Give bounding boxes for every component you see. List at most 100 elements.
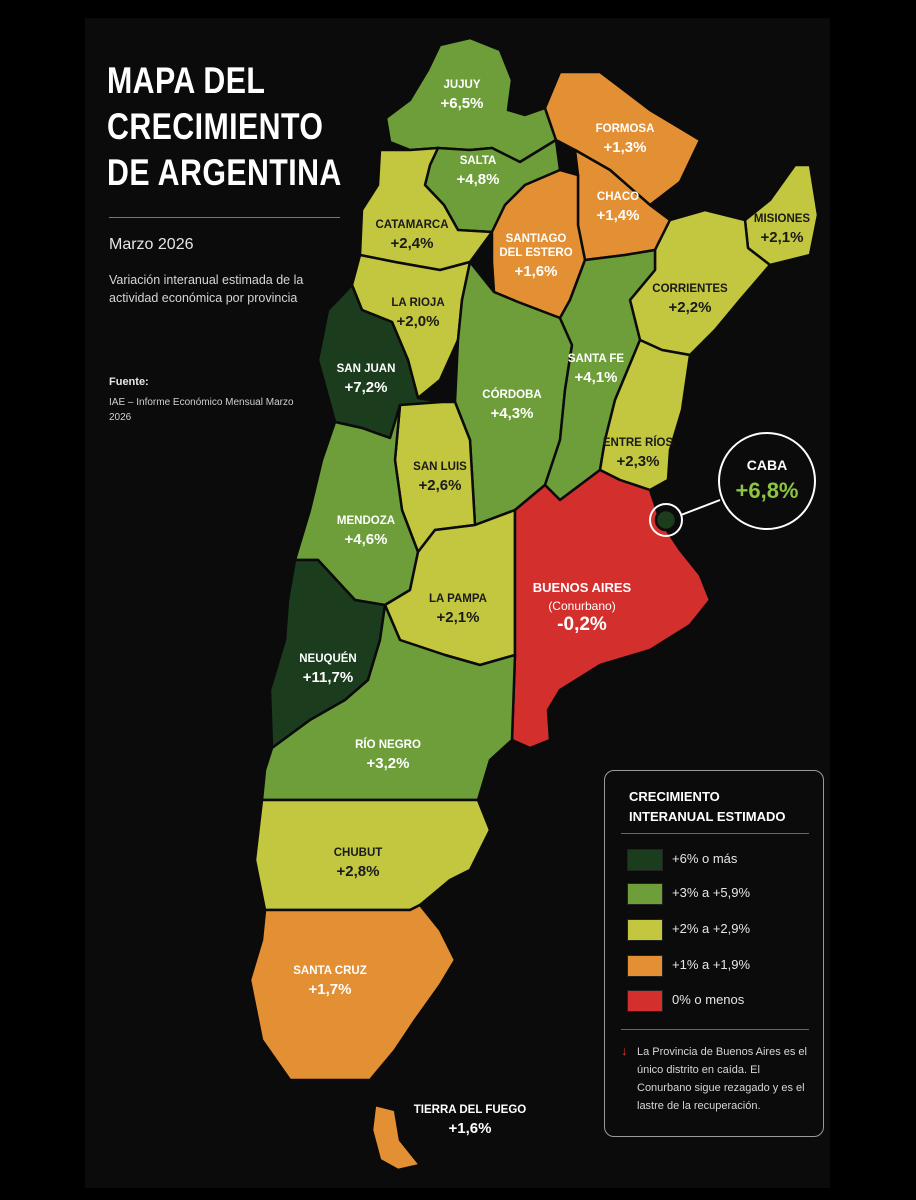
legend-title-line-1: CRECIMIENTO <box>629 789 720 804</box>
province-value: +2,6% <box>419 477 462 494</box>
province-value: +2,4% <box>391 235 434 252</box>
province-value: +1,7% <box>309 981 352 998</box>
legend-label: +6% o más <box>672 851 738 866</box>
province-value: +1,6% <box>449 1120 492 1137</box>
label-lapampa: LA PAMPA +2,1% <box>429 593 487 626</box>
province-value: +6,5% <box>441 95 484 112</box>
province-name: TIERRA DEL FUEGO <box>414 1104 527 1116</box>
province-value: +3,2% <box>367 755 410 772</box>
title-line-2: CRECIMIENTO <box>107 106 324 147</box>
legend-title-line-2: INTERANUAL ESTIMADO <box>629 809 786 824</box>
label-chaco: CHACO +1,4% <box>597 191 640 224</box>
caba-callout: CABA +6,8% <box>649 432 816 537</box>
label-santafe: SANTA FE +4,1% <box>568 353 625 386</box>
province-value: +1,4% <box>597 207 640 224</box>
legend-title: CRECIMIENTO INTERANUAL ESTIMADO <box>629 787 785 827</box>
province-entrerios[interactable] <box>598 338 692 492</box>
province-subtitle: (Conurbano) <box>548 599 615 613</box>
source-label: Fuente: <box>109 376 149 388</box>
province-value: +1,3% <box>604 139 647 156</box>
label-cordoba: CÓRDOBA +4,3% <box>482 388 541 422</box>
caba-value: +6,8% <box>736 478 799 503</box>
province-value: +2,1% <box>761 229 804 246</box>
label-santiago: SANTIAGO DEL ESTERO +1,6% <box>499 233 572 280</box>
province-santacruz[interactable] <box>248 903 457 1082</box>
province-buenosaires[interactable] <box>510 468 712 750</box>
label-misiones: MISIONES +2,1% <box>754 213 811 246</box>
caba-leader-line <box>680 499 721 516</box>
label-salta: SALTA +4,8% <box>457 155 500 188</box>
caba-ring <box>649 503 683 537</box>
title-line-3: DE ARGENTINA <box>107 152 342 193</box>
caba-name: CABA <box>747 457 787 473</box>
province-name: SANTIAGO <box>506 233 567 245</box>
title-divider <box>109 217 340 218</box>
province-name: MISIONES <box>754 213 811 225</box>
province-name: SANTA FE <box>568 353 625 365</box>
province-name: JUJUY <box>443 79 480 91</box>
legend-swatch-green <box>627 883 663 905</box>
label-formosa: FORMOSA +1,3% <box>596 123 655 156</box>
province-tierradelfuego[interactable] <box>370 1103 422 1172</box>
legend-swatch-yellow <box>627 919 663 941</box>
province-name: SAN JUAN <box>337 363 396 375</box>
legend: CRECIMIENTO INTERANUAL ESTIMADO +6% o má… <box>604 770 824 1137</box>
province-name: RÍO NEGRO <box>355 738 421 751</box>
province-value: +7,2% <box>345 379 388 396</box>
province-value: +4,3% <box>491 405 534 422</box>
label-corrientes: CORRIENTES +2,2% <box>652 283 728 316</box>
legend-label: +1% a +1,9% <box>672 957 751 972</box>
label-jujuy: JUJUY +6,5% <box>441 79 484 112</box>
province-name: SALTA <box>460 155 497 167</box>
province-value: +1,6% <box>515 263 558 280</box>
province-name: CORRIENTES <box>652 283 728 295</box>
province-name: CÓRDOBA <box>482 388 541 401</box>
province-value: +2,3% <box>617 453 660 470</box>
label-rionegro: RÍO NEGRO +3,2% <box>355 738 421 772</box>
label-entrerios: ENTRE RÍOS +2,3% <box>603 436 674 470</box>
label-neuquen: NEUQUÉN +11,7% <box>299 652 357 686</box>
source-text: IAE – Informe Económico Mensual Marzo 20… <box>109 397 294 423</box>
province-value: +2,8% <box>337 863 380 880</box>
province-value: +4,6% <box>345 531 388 548</box>
label-catamarca: CATAMARCA +2,4% <box>375 219 448 252</box>
province-value: +2,1% <box>437 609 480 626</box>
legend-divider-top <box>621 833 809 834</box>
province-name: FORMOSA <box>596 123 655 135</box>
caba-badge <box>718 432 816 530</box>
province-name: MENDOZA <box>337 515 395 527</box>
label-santacruz: SANTA CRUZ +1,7% <box>293 965 366 998</box>
legend-swatch-dark-green <box>627 849 663 871</box>
label-sanjuan: SAN JUAN +7,2% <box>337 363 396 396</box>
province-name: CHACO <box>597 191 639 203</box>
province-value: +4,8% <box>457 171 500 188</box>
legend-swatch-red <box>627 990 663 1012</box>
province-name: NEUQUÉN <box>299 652 357 665</box>
province-name: SAN LUIS <box>413 461 467 473</box>
label-chubut: CHUBUT +2,8% <box>334 847 383 880</box>
legend-label: +2% a +2,9% <box>672 921 751 936</box>
province-chubut[interactable] <box>253 798 492 912</box>
label-larioja: LA RIOJA +2,0% <box>391 297 444 330</box>
province-name: CHUBUT <box>334 847 383 859</box>
province-name: SANTA CRUZ <box>293 965 366 977</box>
province-value: +11,7% <box>303 669 353 686</box>
label-mendoza: MENDOZA +4,6% <box>337 515 395 548</box>
legend-divider-bottom <box>621 1029 809 1030</box>
province-value: +2,2% <box>669 299 712 316</box>
province-labels: JUJUY +6,5% SALTA +4,8% FORMOSA +1,3% CHACO +1,… <box>293 79 810 1137</box>
label-sanluis: SAN LUIS +2,6% <box>413 461 467 494</box>
legend-swatch-orange <box>627 955 663 977</box>
province-value: +4,1% <box>575 369 618 386</box>
province-name: CATAMARCA <box>375 219 448 231</box>
date-label: Marzo 2026 <box>109 236 194 253</box>
province-name: DEL ESTERO <box>499 247 572 259</box>
subtitle: Variación interanual estimada de la acti… <box>109 273 304 305</box>
label-tierradelfuego: TIERRA DEL FUEGO +1,6% <box>414 1104 527 1137</box>
title-line-1: MAPA DEL <box>107 60 266 101</box>
province-value: +2,0% <box>397 313 440 330</box>
map-title: MAPA DEL CRECIMIENTO DE ARGENTINA <box>107 58 342 196</box>
caba-dot[interactable] <box>654 508 678 532</box>
legend-note: La Provincia de Buenos Aires es el único… <box>637 1046 807 1112</box>
